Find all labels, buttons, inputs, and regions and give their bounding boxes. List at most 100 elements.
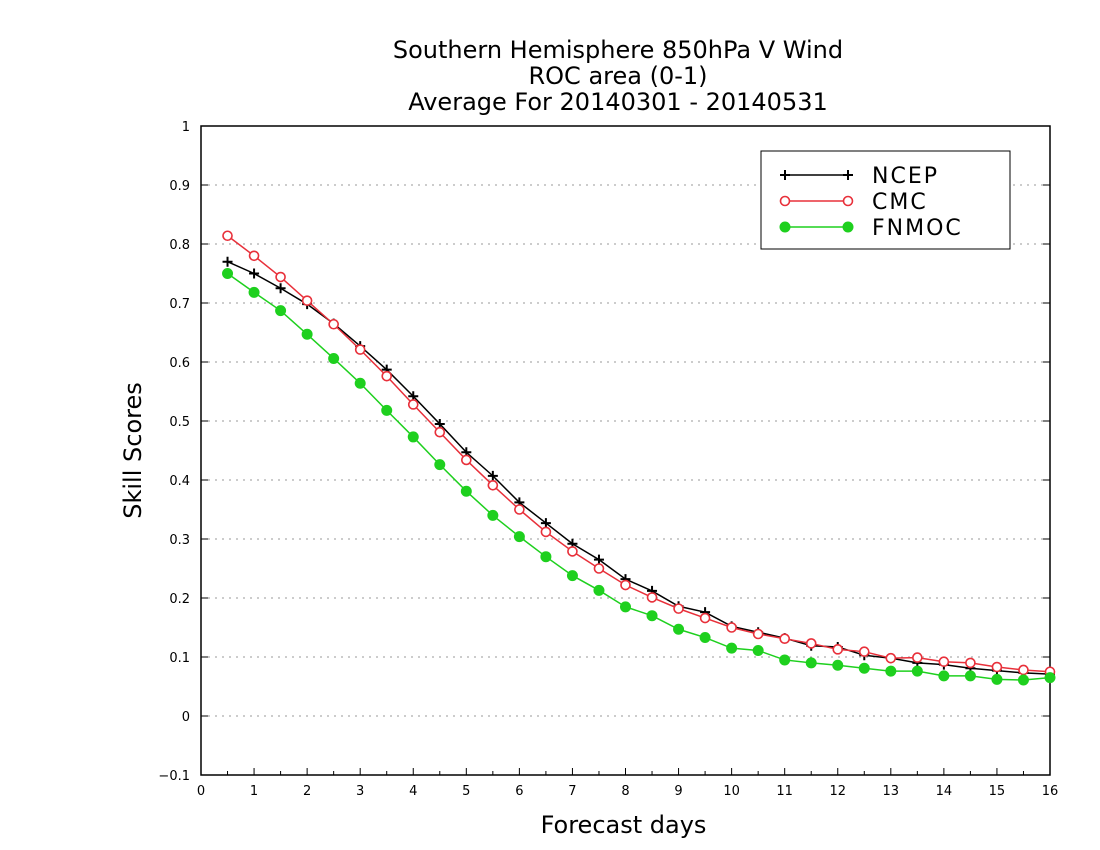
series-cmc bbox=[222, 230, 1056, 678]
data-point-fnmoc bbox=[832, 659, 844, 671]
legend-entry-ncep: NCEP bbox=[780, 164, 939, 189]
x-tick-label: 2 bbox=[303, 784, 311, 799]
data-point-fnmoc bbox=[938, 670, 950, 682]
data-point-cmc bbox=[938, 656, 950, 668]
data-point-fnmoc bbox=[275, 305, 287, 317]
y-tick-label: 0.1 bbox=[169, 651, 190, 666]
data-point-cmc bbox=[646, 592, 658, 603]
data-point-cmc bbox=[301, 295, 313, 306]
data-point-fnmoc bbox=[301, 328, 313, 340]
data-point-fnmoc bbox=[646, 610, 658, 622]
data-point-cmc bbox=[461, 454, 472, 466]
title-line: Southern Hemisphere 850hPa V Wind bbox=[393, 36, 843, 64]
data-point-fnmoc bbox=[487, 509, 499, 521]
data-point-fnmoc bbox=[964, 670, 976, 682]
data-point-ncep bbox=[249, 268, 260, 279]
x-axis: 0 1 2 3 4 5 6 7 8 9 10 11 12 13 14 15 16 bbox=[197, 768, 1058, 799]
data-point-cmc bbox=[965, 657, 976, 669]
data-point-cmc bbox=[885, 652, 897, 664]
title-line: ROC area (0-1) bbox=[528, 62, 707, 90]
data-point-cmc bbox=[752, 628, 764, 640]
data-point-cmc bbox=[434, 426, 446, 438]
legend-marker bbox=[780, 170, 790, 180]
x-tick-label: 14 bbox=[936, 784, 953, 799]
data-point-ncep bbox=[487, 470, 498, 481]
series-ncep bbox=[222, 256, 1055, 680]
y-tick-label: 0.2 bbox=[169, 592, 190, 607]
legend-marker bbox=[779, 195, 791, 207]
data-point-cmc bbox=[699, 612, 711, 624]
x-axis-label: Forecast days bbox=[541, 811, 707, 839]
x-tick-label: 6 bbox=[515, 784, 523, 799]
legend-marker bbox=[843, 170, 853, 180]
series-layer bbox=[222, 230, 1056, 686]
legend-marker bbox=[842, 221, 854, 233]
x-tick-label: 9 bbox=[674, 784, 682, 799]
data-point-fnmoc bbox=[460, 485, 472, 497]
y-tick-label: 0.7 bbox=[169, 297, 190, 312]
data-point-fnmoc bbox=[673, 623, 685, 635]
data-point-fnmoc bbox=[407, 431, 419, 443]
data-point-cmc bbox=[540, 526, 552, 538]
data-point-cmc bbox=[275, 271, 286, 283]
data-point-cmc bbox=[514, 504, 525, 515]
data-point-cmc bbox=[248, 250, 260, 262]
data-point-fnmoc bbox=[354, 377, 366, 389]
legend-marker bbox=[842, 195, 854, 207]
data-point-fnmoc bbox=[752, 645, 764, 657]
data-point-cmc bbox=[991, 661, 1003, 673]
data-point-fnmoc bbox=[858, 662, 870, 674]
data-point-fnmoc bbox=[540, 551, 552, 563]
data-point-fnmoc bbox=[726, 642, 738, 654]
y-tick-label: 0.3 bbox=[169, 533, 190, 548]
data-point-cmc bbox=[620, 579, 631, 591]
y-tick-label: 0 bbox=[182, 710, 190, 725]
data-point-ncep bbox=[275, 283, 286, 294]
data-point-fnmoc bbox=[991, 673, 1003, 685]
y-tick-label: 0.5 bbox=[169, 415, 190, 430]
x-tick-label: 13 bbox=[883, 784, 900, 799]
y-tick-label: 0.4 bbox=[169, 474, 190, 489]
x-tick-label: 11 bbox=[776, 784, 793, 799]
data-point-fnmoc bbox=[1017, 674, 1029, 686]
x-tick-label: 7 bbox=[568, 784, 576, 799]
data-point-ncep bbox=[593, 554, 604, 565]
x-tick-label: 3 bbox=[356, 784, 364, 799]
data-point-fnmoc bbox=[566, 570, 578, 582]
data-point-cmc bbox=[832, 644, 844, 655]
data-point-cmc bbox=[328, 318, 339, 330]
y-tick-label: 1 bbox=[182, 120, 190, 135]
series-line-ncep bbox=[227, 261, 1051, 675]
data-point-fnmoc bbox=[779, 654, 791, 666]
data-point-fnmoc bbox=[381, 404, 393, 416]
x-tick-label: 8 bbox=[621, 784, 629, 799]
series-line-fnmoc bbox=[227, 272, 1051, 681]
legend-label-ncep: NCEP bbox=[872, 164, 939, 189]
y-axis-label: Skill Scores bbox=[119, 382, 147, 519]
series-line-cmc bbox=[227, 235, 1051, 673]
data-point-cmc bbox=[779, 633, 790, 645]
x-tick-label: 16 bbox=[1042, 784, 1059, 799]
data-point-cmc bbox=[858, 646, 870, 657]
data-point-cmc bbox=[1018, 664, 1029, 676]
data-point-fnmoc bbox=[593, 584, 605, 596]
title-line: Average For 20140301 - 20140531 bbox=[408, 88, 828, 116]
series-fnmoc bbox=[222, 268, 1056, 686]
legend-entry-fnmoc: FNMOC bbox=[779, 216, 961, 241]
data-point-cmc bbox=[673, 603, 684, 614]
data-point-cmc bbox=[593, 563, 605, 574]
data-point-fnmoc bbox=[805, 657, 817, 669]
data-point-cmc bbox=[726, 622, 737, 633]
data-point-cmc bbox=[381, 370, 393, 382]
data-point-cmc bbox=[567, 546, 578, 557]
data-point-fnmoc bbox=[248, 286, 260, 298]
data-point-fnmoc bbox=[699, 632, 711, 644]
x-tick-label: 0 bbox=[197, 784, 205, 799]
y-axis: −0.1 0 0.1 0.2 0.3 0.4 0.5 0.6 0.7 0.8 0.9 1 bbox=[158, 120, 1050, 784]
x-tick-label: 15 bbox=[989, 784, 1006, 799]
data-point-cmc bbox=[912, 652, 923, 663]
legend-entry-cmc: CMC bbox=[779, 190, 926, 215]
legend-marker bbox=[779, 221, 791, 233]
data-point-ncep bbox=[540, 518, 551, 529]
data-point-cmc bbox=[487, 480, 499, 491]
